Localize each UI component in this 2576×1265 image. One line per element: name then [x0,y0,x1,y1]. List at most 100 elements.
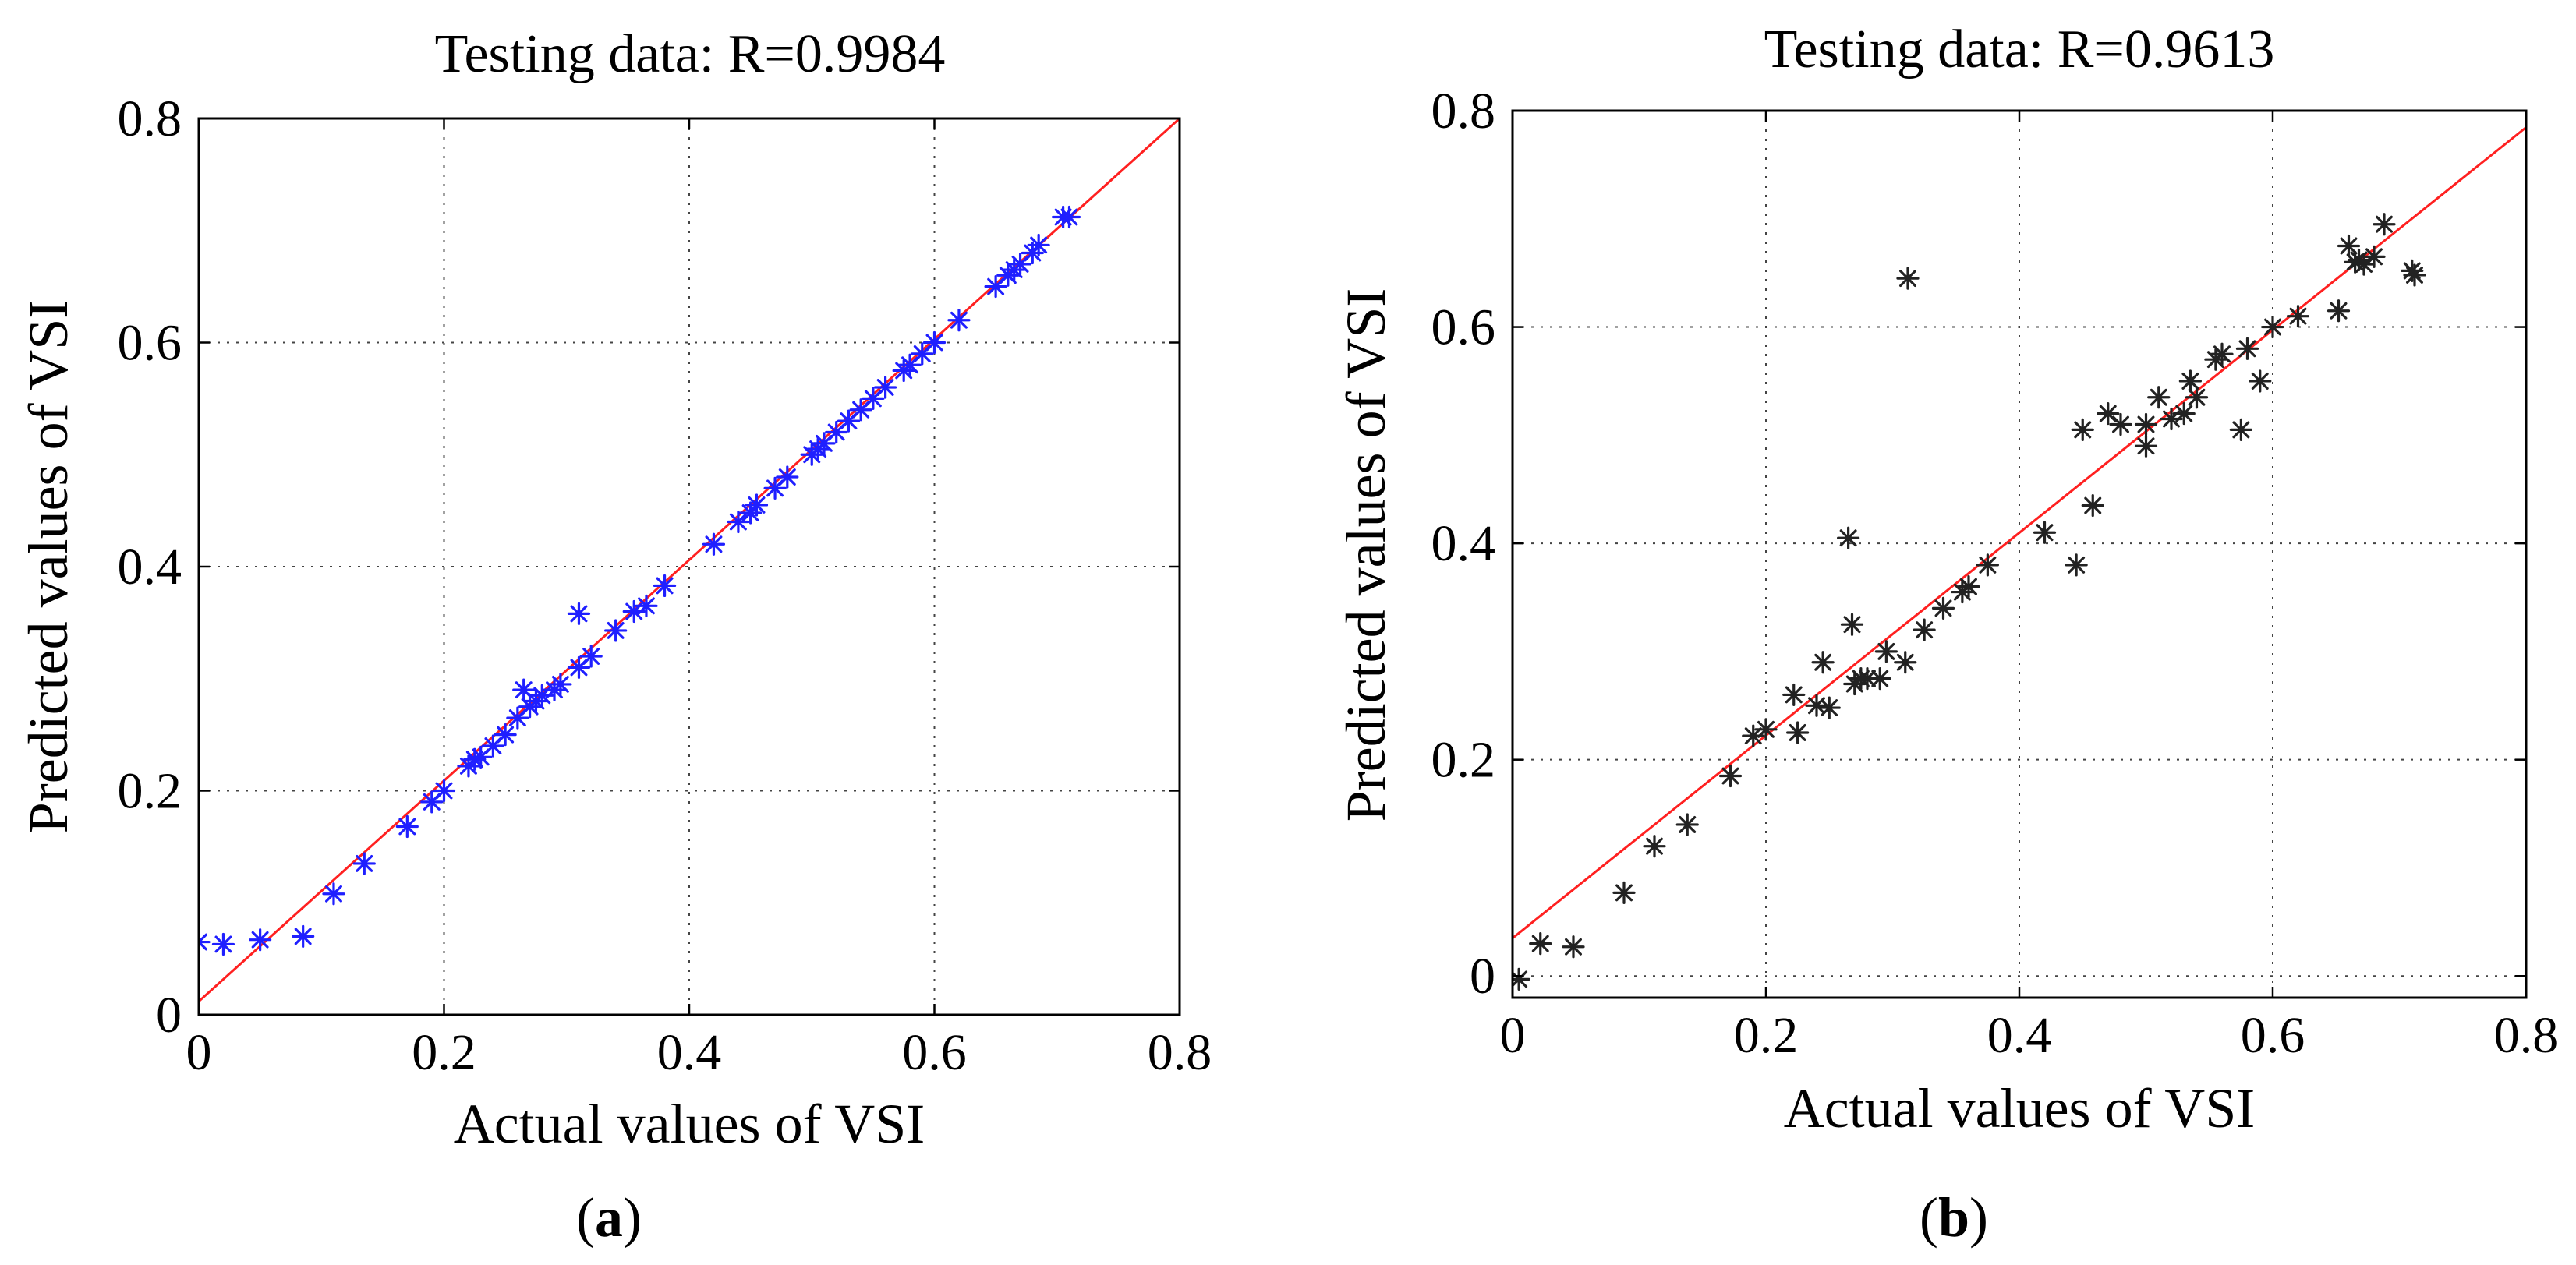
panel-a-point-47 [984,275,1007,299]
panel-b-point-46 [2261,315,2284,339]
panel-a-ytick-label-2: 0.4 [118,539,182,595]
panel-b-point-42 [2210,342,2234,366]
panel-b-xtick-label-3: 0.6 [2241,1007,2305,1064]
panel-a-point-1 [211,932,235,956]
panel-a-point-46 [947,309,971,332]
panel-a-xtick-label-3: 0.6 [902,1024,967,1081]
panel-a-point-8 [432,779,456,803]
panel-a-point-6 [395,814,419,839]
panel-b-point-27 [1976,553,1999,577]
panel-b-point-10 [1786,721,1810,744]
panel-b-point-13 [1817,696,1841,719]
panel-b-point-20 [1874,640,1898,663]
panel-a-point-23 [579,645,603,668]
panel-a-xlabel: Actual values of VSI [454,1093,925,1155]
panel-b-ytick-label-1: 0.2 [1431,732,1496,789]
panel-b-point-56 [2403,263,2426,287]
panel-b-point-24 [1931,596,1955,620]
panel-b-title: Testing data: R=0.9613 [1764,19,2275,80]
panel-b-point-4 [1643,835,1666,858]
panel-b-point-14 [1837,526,1860,549]
panel-a-point-43 [898,353,922,376]
panel-b-xlabel: Actual values of VSI [1784,1077,2256,1140]
panel-b-point-43 [2229,418,2252,442]
panel-b-point-36 [2147,386,2171,409]
panel-a: Testing data: R=0.9984 0 0.2 0.4 0.6 0.8 0 0.2… [17,24,1212,1249]
panel-b-point-49 [2337,234,2361,258]
panel-b-ytick-label-3: 0.6 [1431,299,1496,356]
panel-a-point-27 [653,574,677,598]
panel-b-point-5 [1675,813,1699,836]
panel-b-point-32 [2097,401,2120,426]
panel-b-point-6 [1718,764,1743,788]
panel-a-ylabel: Predicted values of VSI [17,300,80,834]
panel-b-point-1 [1529,932,1552,956]
panel-a-point-26 [635,594,658,617]
panel-a-ticks: 0 0.2 0.4 0.6 0.8 0 0.2 0.4 0.6 0.8 [118,90,1212,1081]
panel-b-xtick-label-4: 0.8 [2494,1007,2559,1064]
panel-a-point-25 [622,599,646,624]
panel-b-point-35 [2134,412,2158,436]
panel-b-ylabel: Predicted values of VSI [1335,288,1397,822]
panel-b-point-34 [2134,434,2158,458]
panel-a-point-2 [249,928,272,952]
panel-a-point-0 [199,930,211,954]
panel-b-point-39 [2178,369,2202,393]
panel-a-point-54 [1057,205,1081,229]
panel-b-point-22 [1896,267,1920,290]
panel-a-point-3 [292,924,315,948]
panel-b-point-2 [1562,935,1585,959]
panel-b-caption: (b) [1920,1186,1988,1249]
panel-a-point-13 [494,723,517,747]
panel-b-point-45 [2249,369,2272,393]
panel-b-point-29 [2065,553,2088,577]
panel-a-caption: (a) [576,1186,642,1249]
panel-a-ytick-label-1: 0.2 [118,763,182,820]
panel-b-points [1513,213,2426,991]
panel-b-point-0 [1513,967,1530,991]
panel-b-point-9 [1782,683,1806,707]
panel-a-point-4 [322,882,345,906]
panel-a-point-20 [549,673,572,696]
panel-b-point-11 [1805,694,1828,717]
panel-a-point-31 [745,493,769,517]
panel-b-point-47 [2286,305,2310,328]
panel-a-xtick-label-4: 0.8 [1148,1024,1212,1081]
panel-b-ytick-label-0: 0 [1470,948,1495,1005]
panel-b-point-19 [1868,666,1891,691]
panel-a-xtick-label-1: 0.2 [412,1024,476,1081]
panel-b-point-26 [1957,575,1980,599]
panel-b-point-23 [1913,618,1936,641]
panel-a-ytick-label-0: 0 [156,987,182,1044]
panel-b-point-30 [2071,418,2094,442]
panel-b-point-8 [1754,718,1778,741]
panel-b-point-31 [2081,493,2104,518]
panel-b-point-44 [2235,337,2259,360]
panel-b-point-3 [1612,881,1636,904]
panel-b-point-53 [2362,245,2386,268]
panel-a-point-45 [922,330,947,355]
panel-a-ytick-label-3: 0.6 [118,315,182,372]
panel-b-point-40 [2185,386,2209,409]
panel-b-grid [1513,111,2526,998]
panel-a-caption-label: a [595,1186,623,1249]
panel-b-point-12 [1811,651,1835,674]
panel-a-point-33 [776,465,799,489]
panel-b-caption-label: b [1938,1186,1969,1249]
panel-b-ticks: 0 0.2 0.4 0.6 0.8 0 0.2 0.4 0.6 0.8 [1431,83,2559,1064]
panel-a-fit-line [199,118,1180,1002]
panel-b-xtick-label-0: 0 [1500,1007,1526,1064]
panel-a-xtick-label-2: 0.4 [657,1024,722,1081]
panel-b-point-33 [2109,412,2132,436]
panel-b-ytick-label-4: 0.8 [1431,83,1496,140]
panel-a-points [199,205,1081,956]
panel-b-xtick-label-2: 0.4 [1987,1007,2052,1064]
panel-b-ytick-label-2: 0.4 [1431,515,1496,572]
panel-a-point-5 [352,852,376,875]
panel-b-point-28 [2033,521,2057,544]
panel-a-point-28 [702,532,726,556]
panel-a-point-11 [469,745,493,769]
panel-b-xtick-label-1: 0.2 [1734,1007,1799,1064]
panel-a-point-41 [873,376,897,399]
